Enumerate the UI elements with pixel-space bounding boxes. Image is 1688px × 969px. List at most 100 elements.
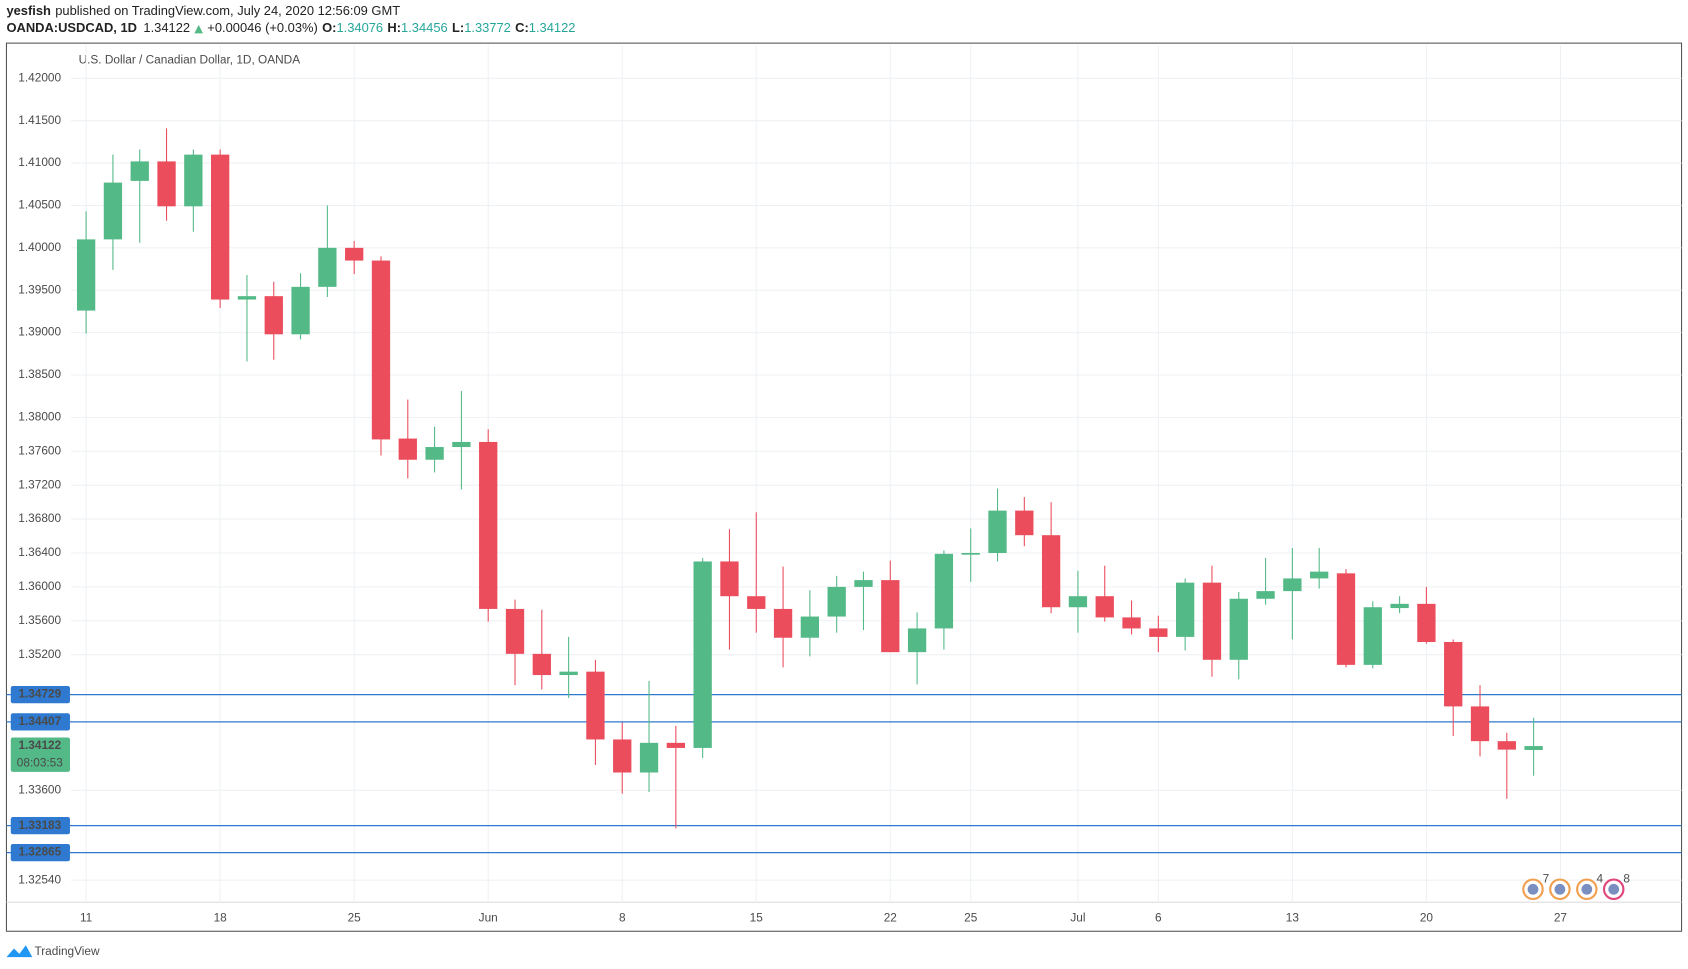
last-price: 1.34122 xyxy=(143,21,190,36)
candle-body xyxy=(103,182,123,240)
candle-body xyxy=(1336,573,1356,665)
ohlc-label: H: xyxy=(387,21,401,36)
candle-body xyxy=(961,552,980,555)
candle-body xyxy=(1095,596,1114,618)
candle-body xyxy=(1122,617,1141,629)
candle-body xyxy=(559,671,578,676)
candle-body xyxy=(773,608,793,638)
candle-body xyxy=(345,247,364,261)
candle-body xyxy=(907,628,927,653)
y-tick-label: 1.40000 xyxy=(18,240,61,254)
candle-body xyxy=(1283,578,1302,592)
candle-body xyxy=(1524,746,1543,750)
candle-body xyxy=(1041,535,1061,608)
candle-body xyxy=(211,154,230,300)
candle-body xyxy=(934,553,954,629)
chart-title: U.S. Dollar / Canadian Dollar, 1D, OANDA xyxy=(79,52,301,66)
candle-body xyxy=(1417,603,1436,642)
publisher: yesfish xyxy=(6,3,51,18)
candle-body xyxy=(130,161,149,181)
candle-body xyxy=(532,653,551,676)
candle-body xyxy=(1202,582,1222,660)
candle-body xyxy=(1363,607,1382,665)
x-tick-label: 6 xyxy=(1155,910,1162,924)
ohlc-value: 1.34076 xyxy=(336,21,383,36)
y-tick-label: 1.36400 xyxy=(18,545,61,559)
x-tick-label: 25 xyxy=(348,910,362,924)
x-tick-label: 8 xyxy=(619,910,626,924)
y-tick-label: 1.38000 xyxy=(18,409,61,423)
candle-body xyxy=(827,586,846,617)
candle-body xyxy=(479,441,498,609)
y-tick-label: 1.42000 xyxy=(18,70,61,84)
candle-body xyxy=(1015,510,1034,536)
candle-body xyxy=(291,286,310,335)
x-tick-label: Jul xyxy=(1070,910,1085,924)
event-flag xyxy=(1608,883,1620,895)
y-tick-label: 1.33600 xyxy=(18,782,61,796)
y-tick-label: 1.37600 xyxy=(18,443,61,457)
y-tick-label: 1.40500 xyxy=(18,198,61,212)
x-tick-label: 13 xyxy=(1286,910,1300,924)
candle-body xyxy=(398,438,417,460)
candle-body xyxy=(184,154,203,207)
change-arrow xyxy=(194,24,203,34)
change: +0.00046 (+0.03%) xyxy=(207,21,318,36)
event-flag xyxy=(1581,883,1593,895)
candle-body xyxy=(720,561,739,597)
x-tick-label: 20 xyxy=(1420,910,1434,924)
ohlc-value: 1.34122 xyxy=(529,21,576,36)
event-count: 4 xyxy=(1596,872,1603,886)
candle-body xyxy=(881,580,900,653)
event-count: 8 xyxy=(1623,872,1630,886)
event-flag xyxy=(1554,883,1566,895)
candle-body xyxy=(1470,706,1490,742)
ohlc-label: O: xyxy=(322,21,336,36)
y-tick-label: 1.39000 xyxy=(18,325,61,339)
x-tick-label: Jun xyxy=(479,910,498,924)
level-label: 1.33183 xyxy=(18,818,61,832)
candle-body xyxy=(505,608,525,654)
level-label-box xyxy=(10,713,70,731)
candle-body xyxy=(1176,582,1195,637)
candle-body xyxy=(666,742,685,748)
y-tick-label: 1.41500 xyxy=(18,113,61,127)
countdown: 08:03:53 xyxy=(17,755,63,769)
x-tick-label: 27 xyxy=(1554,910,1567,924)
y-tick-label: 1.32540 xyxy=(18,872,61,886)
level-label: 1.34407 xyxy=(18,714,61,728)
candle-body xyxy=(1497,741,1516,750)
candle-body xyxy=(452,441,471,448)
candle-body xyxy=(1310,571,1329,579)
candle-body xyxy=(1390,603,1409,609)
brand-logo xyxy=(6,945,33,958)
candle-body xyxy=(854,580,873,587)
candle-body xyxy=(318,247,337,287)
x-tick-label: 25 xyxy=(964,910,978,924)
ohlc-label: C: xyxy=(515,21,529,36)
brand: TradingView xyxy=(6,944,100,958)
candle-body xyxy=(639,742,659,773)
candle-body xyxy=(747,596,766,609)
candle-body xyxy=(237,296,257,300)
candle-body xyxy=(1256,591,1275,599)
candle-body xyxy=(157,161,176,207)
y-tick-label: 1.37200 xyxy=(18,477,61,491)
price-label-box xyxy=(10,737,70,772)
event-icons: 7 4 8 xyxy=(1522,872,1630,901)
candle-body xyxy=(613,739,632,773)
y-tick-label: 1.35200 xyxy=(18,647,61,661)
x-tick-label: 15 xyxy=(750,910,764,924)
candle-body xyxy=(371,260,391,440)
candle-body xyxy=(693,561,712,748)
candle-body xyxy=(76,239,96,311)
level-label-box xyxy=(10,686,70,704)
header-line: yesfish published on TradingView.com, Jul… xyxy=(6,3,400,18)
brand-name: TradingView xyxy=(34,944,100,958)
event-count: 7 xyxy=(1543,872,1550,886)
price-label: 1.34122 xyxy=(18,738,61,752)
level-label-box xyxy=(10,843,70,862)
candle-body xyxy=(425,447,444,460)
plot: 1.42000 1.41500 1.41000 1.40500 1.40000 1.395… xyxy=(6,45,1682,924)
